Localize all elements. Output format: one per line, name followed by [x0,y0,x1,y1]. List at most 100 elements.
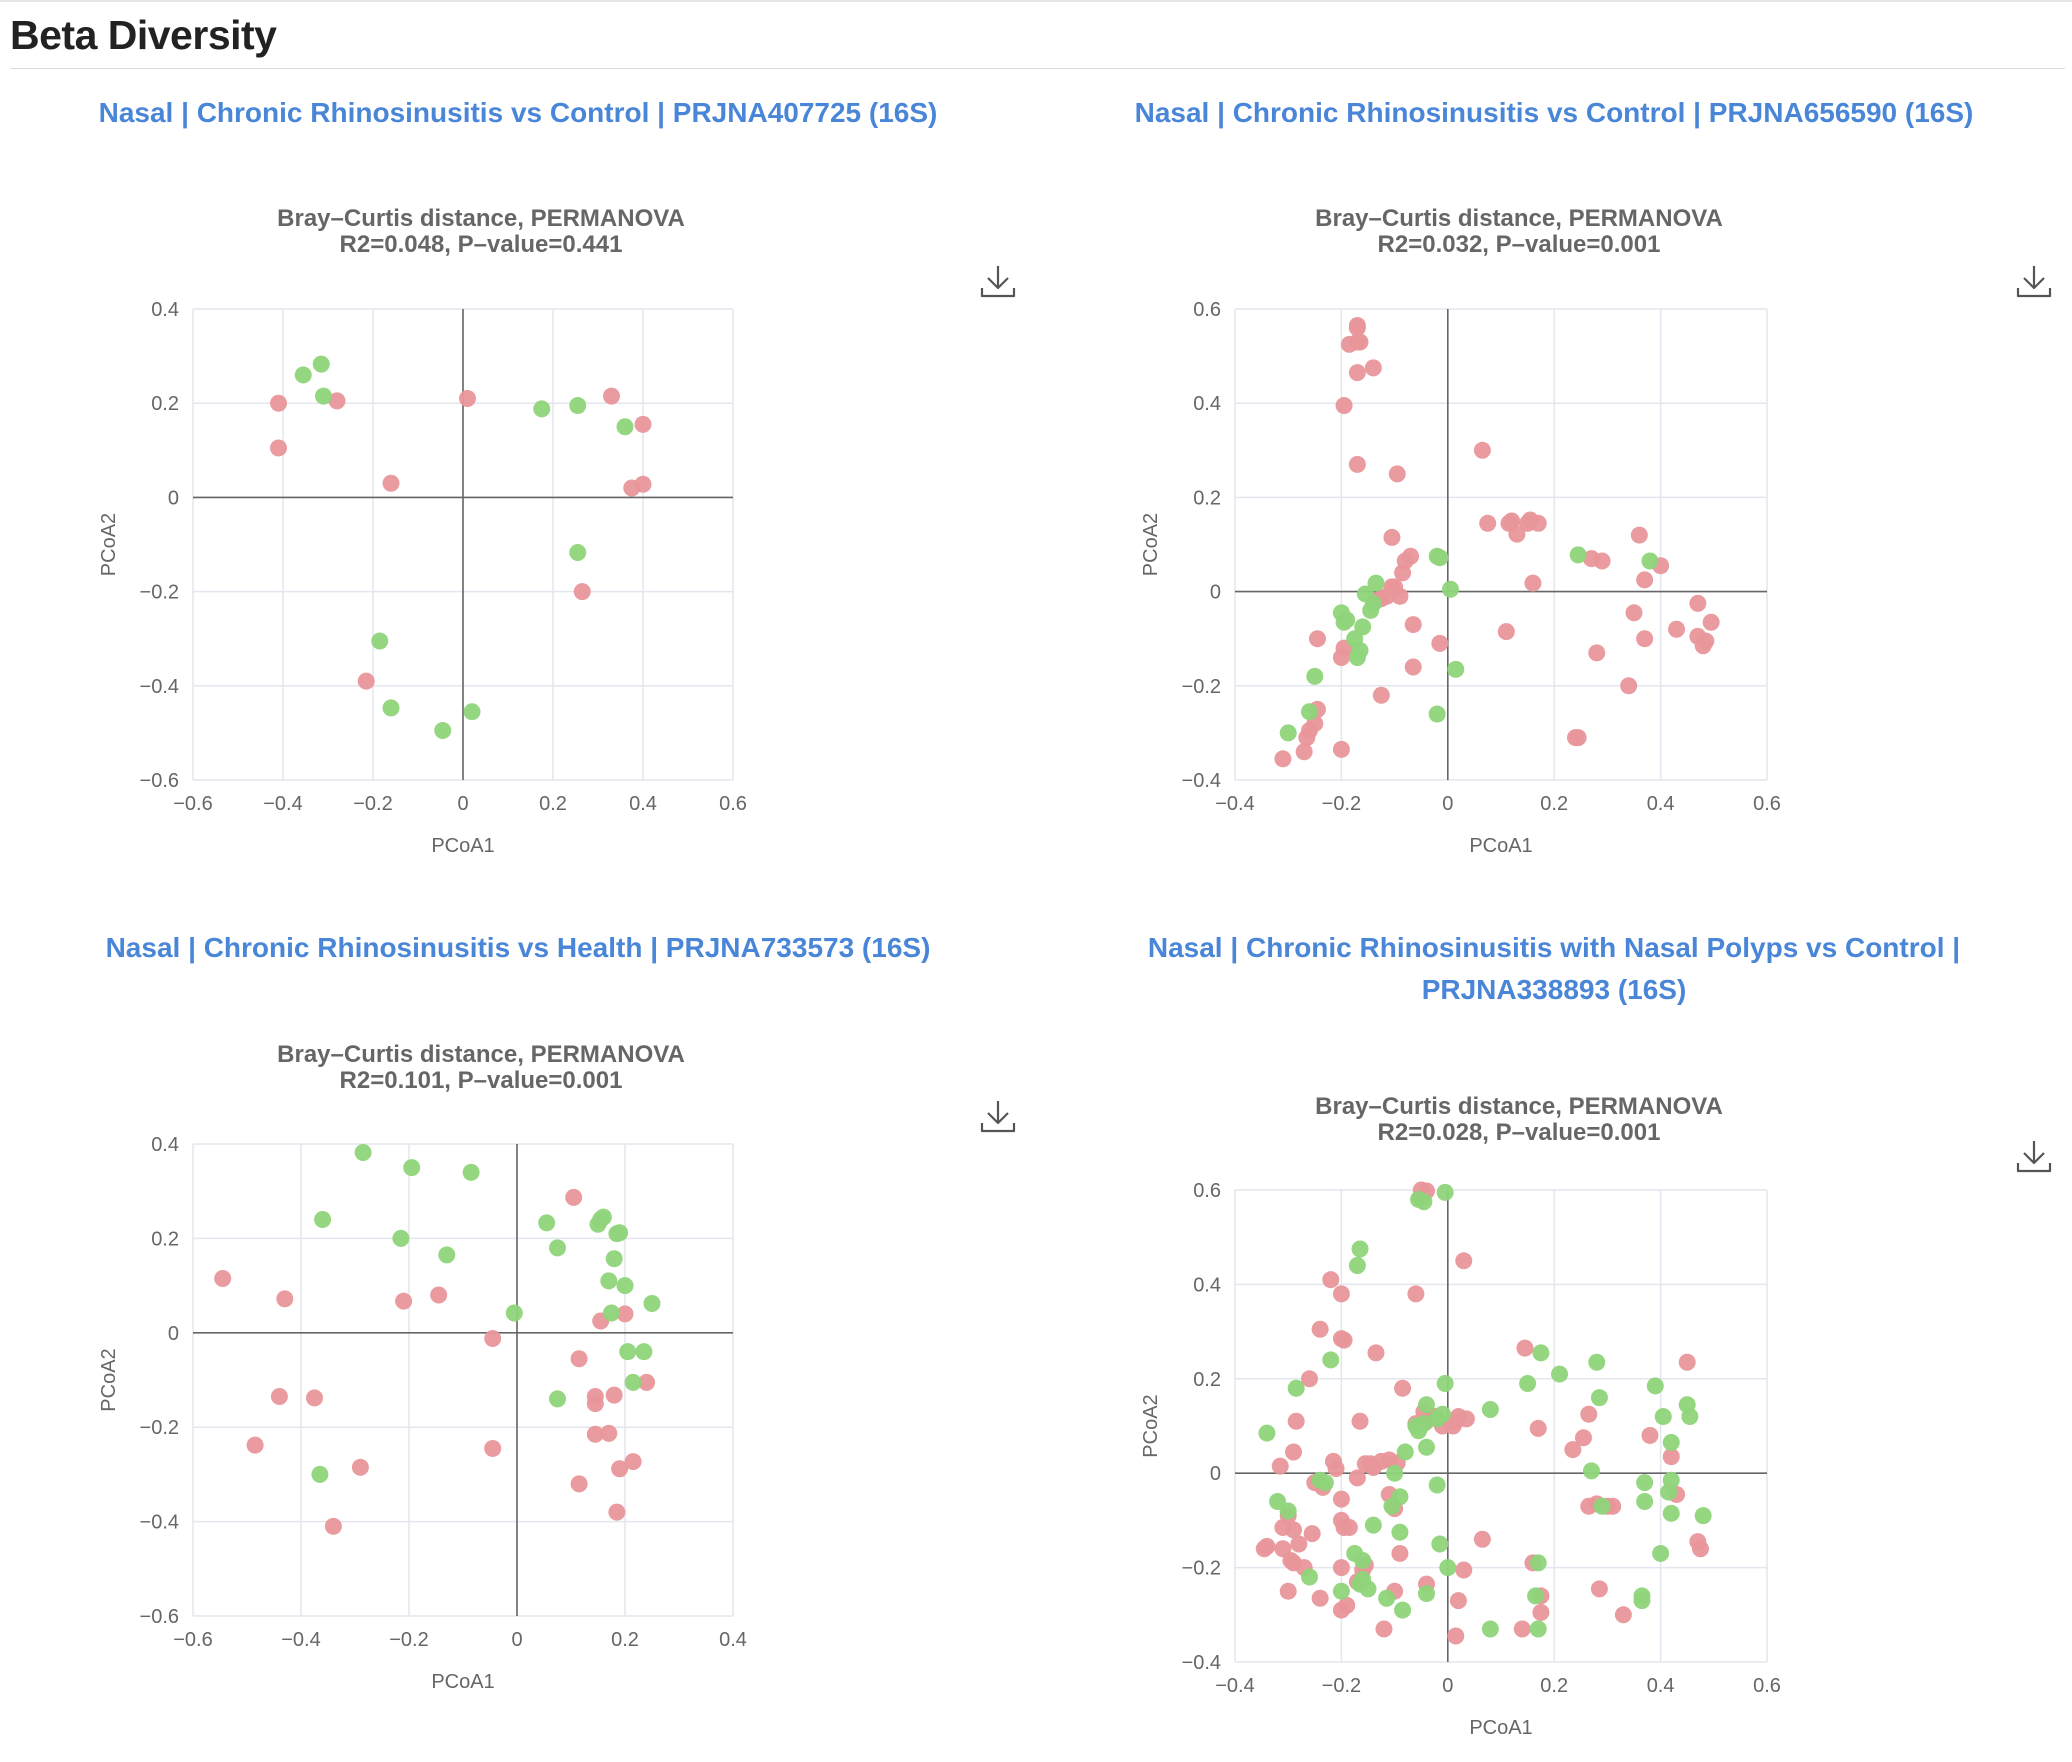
data-point[interactable] [1455,1252,1473,1270]
data-point[interactable] [1404,658,1422,676]
data-point[interactable] [1335,613,1353,631]
data-point[interactable] [1497,623,1515,641]
data-point[interactable] [1428,705,1446,723]
data-point[interactable] [1633,1592,1651,1610]
data-point[interactable] [1332,1582,1350,1600]
chart-title-link[interactable]: Nasal | Chronic Rhinosinusitis vs Contro… [1036,92,2072,134]
data-point[interactable] [1298,729,1316,747]
data-point[interactable] [312,355,330,373]
data-point[interactable] [1479,514,1497,532]
data-point[interactable] [1348,1469,1366,1487]
data-point[interactable] [1636,571,1654,589]
data-point[interactable] [395,1292,413,1310]
data-point[interactable] [1654,1408,1672,1426]
data-point[interactable] [1436,1375,1454,1393]
data-point[interactable] [1279,1582,1297,1600]
data-point[interactable] [1303,1525,1321,1543]
data-point[interactable] [276,1290,294,1308]
data-point[interactable] [1372,686,1390,704]
data-point[interactable] [1258,1424,1276,1442]
data-point[interactable] [643,1295,661,1313]
data-point[interactable] [1391,1544,1409,1562]
data-point[interactable] [570,1475,588,1493]
data-point[interactable] [392,1229,410,1247]
data-point[interactable] [1311,1589,1329,1607]
data-point[interactable] [573,583,591,601]
data-point[interactable] [1569,729,1587,747]
data-point[interactable] [1316,1474,1334,1492]
data-point[interactable] [1439,1559,1457,1577]
data-point[interactable] [315,387,332,405]
data-point[interactable] [1574,1429,1592,1447]
data-point[interactable] [1348,1257,1366,1275]
data-point[interactable] [1332,740,1350,758]
data-point[interactable] [270,394,287,412]
data-point[interactable] [1636,1474,1654,1492]
data-point[interactable] [1367,574,1385,592]
data-point[interactable] [294,366,312,384]
data-point[interactable] [608,1503,626,1521]
data-point[interactable] [616,418,634,436]
data-point[interactable] [1447,1627,1465,1645]
data-point[interactable] [538,1214,556,1232]
data-point[interactable] [1356,1455,1374,1473]
data-point[interactable] [1407,1417,1425,1435]
data-point[interactable] [1431,1535,1449,1553]
data-point[interactable] [616,1305,634,1323]
data-point[interactable] [1388,465,1406,483]
data-point[interactable] [1694,1507,1712,1525]
data-point[interactable] [594,1208,612,1226]
data-point[interactable] [1396,1443,1414,1461]
data-point[interactable] [1524,574,1542,592]
data-point[interactable] [638,1373,656,1391]
data-point[interactable] [324,1517,342,1535]
data-point[interactable] [1348,364,1366,382]
data-point[interactable] [1394,1601,1412,1619]
data-point[interactable] [1367,1344,1385,1362]
data-point[interactable] [1285,1521,1303,1539]
data-point[interactable] [1279,1502,1297,1520]
data-point[interactable] [1447,660,1465,678]
data-point[interactable] [484,1329,502,1347]
data-point[interactable] [214,1270,232,1288]
data-point[interactable] [603,387,620,405]
data-point[interactable] [382,699,400,717]
data-point[interactable] [1391,1488,1409,1506]
data-point[interactable] [1668,620,1686,638]
data-point[interactable] [1681,1408,1699,1426]
data-point[interactable] [328,392,346,410]
data-point[interactable] [1332,649,1350,667]
data-point[interactable] [1322,1351,1340,1369]
data-point[interactable] [311,1465,329,1483]
data-point[interactable] [1415,1193,1433,1211]
data-point[interactable] [1473,1530,1491,1548]
data-point[interactable] [1332,1601,1350,1619]
data-point[interactable] [1351,1240,1369,1258]
data-point[interactable] [1418,1585,1436,1603]
data-point[interactable] [1662,1504,1680,1522]
data-point[interactable] [270,439,287,457]
data-point[interactable] [1636,1493,1654,1511]
data-point[interactable] [1340,1518,1358,1536]
data-point[interactable] [549,1390,566,1408]
data-point[interactable] [382,474,400,492]
data-point[interactable] [1428,1476,1446,1494]
data-point[interactable] [1529,1554,1547,1572]
data-point[interactable] [624,1453,642,1471]
data-point[interactable] [1295,743,1313,761]
data-point[interactable] [1455,1561,1473,1579]
data-point[interactable] [1590,1580,1608,1598]
data-point[interactable] [1689,594,1707,612]
data-point[interactable] [1348,455,1366,473]
data-point[interactable] [1580,1405,1598,1423]
data-point[interactable] [1271,1457,1289,1475]
data-point[interactable] [1532,1344,1550,1362]
data-point[interactable] [1431,634,1449,652]
data-point[interactable] [1335,397,1353,415]
data-point[interactable] [463,703,481,721]
data-point[interactable] [1287,1379,1305,1397]
data-point[interactable] [1529,1620,1547,1638]
data-point[interactable] [1274,750,1292,768]
data-point[interactable] [1588,1353,1606,1371]
data-point[interactable] [600,1424,618,1442]
